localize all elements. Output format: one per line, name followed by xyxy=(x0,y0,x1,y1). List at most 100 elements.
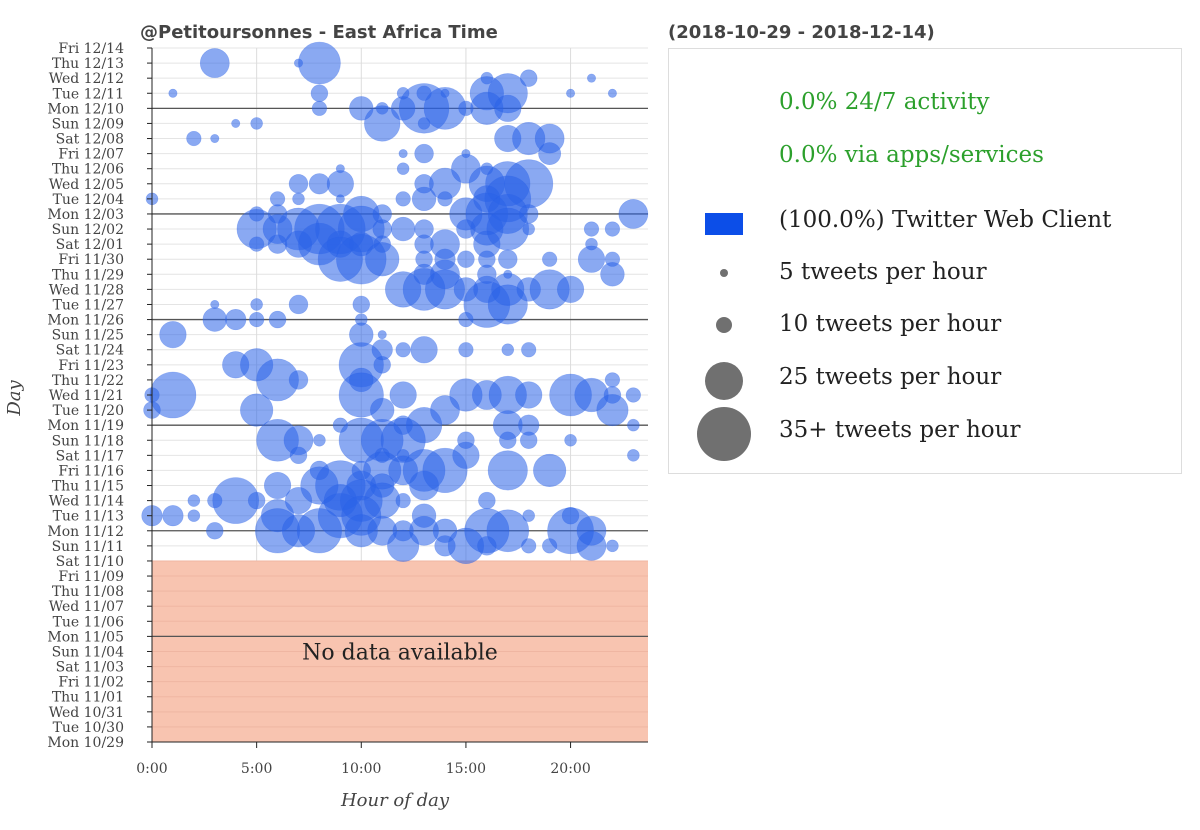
tweet-bubble xyxy=(501,343,515,356)
legend-size-label-5: 5 tweets per hour xyxy=(779,259,987,285)
y-tick-label: Wed 11/07 xyxy=(49,599,124,615)
tweet-bubble xyxy=(499,431,517,449)
y-tick-label: Sun 12/09 xyxy=(52,116,124,132)
tweet-bubble xyxy=(521,538,537,554)
y-tick-label: Sat 11/17 xyxy=(56,448,124,464)
chart-title: @Petitoursonnes - East Africa Time xyxy=(140,22,498,43)
y-tick-label: Tue 11/06 xyxy=(53,614,125,630)
y-tick-label: Sat 12/01 xyxy=(56,237,124,253)
y-tick-label: Tue 10/30 xyxy=(53,720,124,736)
y-tick-label: Mon 12/03 xyxy=(47,207,124,223)
tweet-bubble xyxy=(292,192,305,206)
tweet-bubble xyxy=(267,234,288,254)
tweet-bubble xyxy=(564,434,577,447)
tweet-bubble xyxy=(576,531,607,561)
x-tick-label: 15:00 xyxy=(446,761,486,777)
y-tick-label: Thu 11/15 xyxy=(52,479,124,495)
tweet-bubble xyxy=(487,284,528,325)
tweet-bubble xyxy=(521,342,537,358)
tweet-bubble xyxy=(542,538,558,554)
tweet-bubble xyxy=(370,397,395,423)
tweet-bubble xyxy=(249,311,265,328)
y-tick-label: Wed 11/21 xyxy=(49,388,124,404)
data-points xyxy=(141,41,649,564)
y-tick-label: Fri 12/14 xyxy=(58,41,124,57)
tweet-bubble xyxy=(417,117,431,130)
tweet-bubble xyxy=(231,118,241,128)
tweet-bubble xyxy=(542,251,558,267)
tweet-bubble xyxy=(583,221,600,237)
y-tick-label: Fri 11/02 xyxy=(58,675,124,691)
x-tick-label: 10:00 xyxy=(341,761,381,777)
tweet-bubble xyxy=(296,508,342,554)
y-tick-label: Thu 11/22 xyxy=(52,373,124,389)
y-tick-label: Thu 12/06 xyxy=(52,162,124,178)
x-tick-labels: 0:00 5:00 10:00 15:00 20:00 xyxy=(136,742,591,777)
tweet-bubble xyxy=(437,191,453,207)
tweet-bubble xyxy=(298,41,341,85)
tweet-bubble xyxy=(389,381,417,409)
y-tick-label: Tue 12/11 xyxy=(53,86,124,102)
tweet-bubble xyxy=(377,330,387,340)
y-tick-label: Wed 12/05 xyxy=(49,177,124,193)
tweet-bubble xyxy=(411,186,437,212)
tweet-bubble xyxy=(533,453,567,488)
y-tick-label: Wed 10/31 xyxy=(49,705,124,721)
tweet-bubble xyxy=(373,356,391,374)
tweet-bubble xyxy=(202,307,227,332)
y-tick-label: Tue 12/04 xyxy=(53,192,125,208)
y-tick-label: Fri 11/23 xyxy=(58,358,124,374)
y-tick-label: Mon 11/19 xyxy=(47,418,124,434)
y-tick-label: Wed 11/28 xyxy=(49,282,124,298)
tweet-bubble xyxy=(522,509,535,522)
tweet-bubble xyxy=(168,88,178,98)
tweet-bubble xyxy=(269,191,286,207)
y-tick-label: Sat 11/10 xyxy=(56,554,124,570)
tweet-bubble xyxy=(326,170,354,198)
y-tick-label: Mon 11/12 xyxy=(47,524,124,540)
tweet-bubble xyxy=(395,191,411,207)
tweet-bubble xyxy=(604,221,620,237)
y-tick-label: Fri 12/07 xyxy=(58,147,124,163)
y-tick-label: Wed 11/14 xyxy=(49,494,124,510)
y-tick-label: Tue 11/13 xyxy=(53,509,124,525)
tweet-bubble xyxy=(625,387,641,403)
tweet-bubble xyxy=(250,117,263,130)
tweet-bubble xyxy=(395,493,411,509)
tweet-bubble xyxy=(162,505,184,527)
tweet-bubble xyxy=(458,342,474,358)
tweet-bubble xyxy=(409,470,439,501)
tweet-bubble xyxy=(225,308,247,331)
tweet-bubble xyxy=(477,536,497,556)
y-tick-label: Mon 11/05 xyxy=(47,629,124,645)
tweet-bubble xyxy=(250,298,263,311)
tweet-bubble xyxy=(210,134,220,144)
y-tick-label: Thu 12/13 xyxy=(52,56,124,72)
tweet-bubble xyxy=(313,434,326,447)
y-tick-label: Sun 11/25 xyxy=(52,328,124,344)
legend-size-dot-25 xyxy=(705,362,743,400)
tweet-bubble xyxy=(586,73,596,83)
tweet-bubble xyxy=(159,321,187,349)
tweet-bubble xyxy=(288,370,309,390)
tweet-bubble xyxy=(289,446,308,465)
tweet-bubble xyxy=(310,84,329,102)
y-tick-label: Sun 12/02 xyxy=(52,222,124,238)
y-tick-label: Mon 11/26 xyxy=(47,313,124,329)
tweet-bubble xyxy=(457,250,475,268)
twitter-web-client-swatch xyxy=(705,213,743,235)
tweet-bubble xyxy=(577,245,606,273)
tweet-bubble xyxy=(249,236,265,252)
legend-size-dot-35 xyxy=(697,407,751,461)
tweet-bubble xyxy=(206,522,224,540)
tweet-bubble xyxy=(627,449,640,462)
tweet-bubble xyxy=(263,471,292,500)
tweet-bubble xyxy=(240,393,274,427)
no-data-label: No data available xyxy=(302,640,498,665)
tweet-bubble xyxy=(604,372,620,388)
y-tick-label: Sat 11/24 xyxy=(56,343,124,359)
tweet-bubble xyxy=(288,294,309,315)
tweet-bubble xyxy=(600,262,625,287)
x-axis-label: Hour of day xyxy=(340,790,450,811)
